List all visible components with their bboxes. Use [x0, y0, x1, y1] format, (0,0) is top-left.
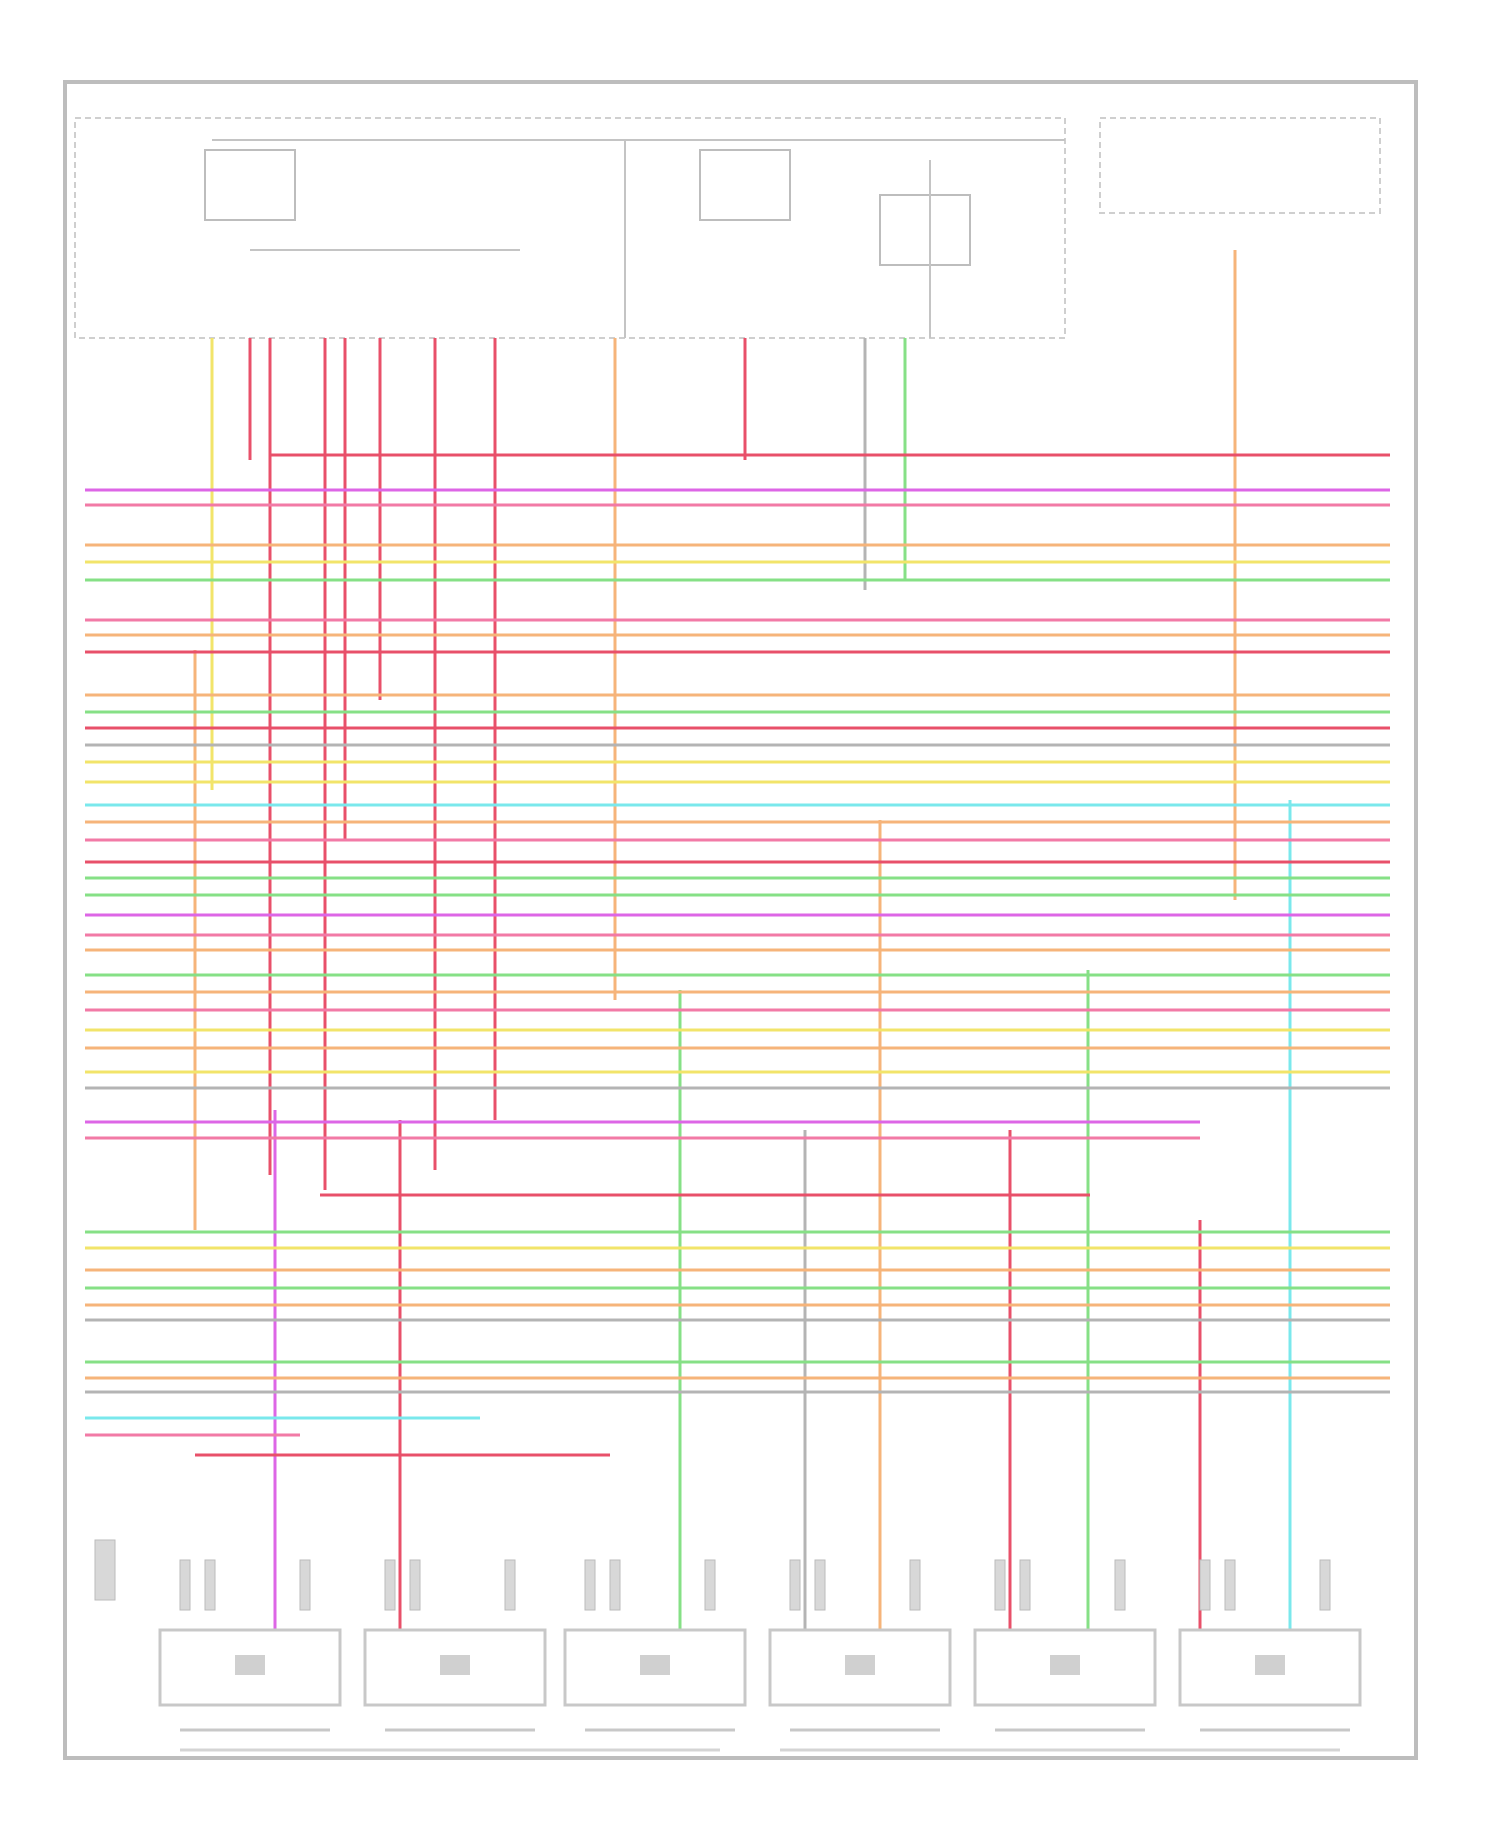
connector: [179, 1559, 191, 1611]
relay-2: [699, 149, 791, 221]
relay-box-outline: [1099, 117, 1381, 214]
connector: [204, 1559, 216, 1611]
connector: [814, 1559, 826, 1611]
connector: [409, 1559, 421, 1611]
module-component: [1255, 1655, 1285, 1675]
connector: [609, 1559, 621, 1611]
connector: [704, 1559, 716, 1611]
sensor-component: [94, 1539, 116, 1601]
relays: [204, 139, 1065, 338]
module-component: [640, 1655, 670, 1675]
modules: [94, 1539, 1362, 1752]
connector: [584, 1559, 596, 1611]
connector: [1224, 1559, 1236, 1611]
connector: [994, 1559, 1006, 1611]
diagram-frame: [63, 80, 1418, 1760]
connector: [1114, 1559, 1126, 1611]
module-component: [235, 1655, 265, 1675]
horizontal-wires: [85, 453, 1390, 1457]
power-bus: [212, 139, 1065, 338]
module-5: [973, 1628, 1157, 1707]
relay-1: [204, 149, 296, 221]
connector: [1199, 1559, 1211, 1611]
module-component: [845, 1655, 875, 1675]
module-component: [440, 1655, 470, 1675]
connector: [789, 1559, 801, 1611]
fuse-box-outline: [74, 117, 1066, 339]
connector: [1019, 1559, 1031, 1611]
connector: [384, 1559, 396, 1611]
connector: [504, 1559, 516, 1611]
vertical-wires: [193, 250, 1292, 1640]
module-component: [1050, 1655, 1080, 1675]
connector: [1319, 1559, 1331, 1611]
connector: [909, 1559, 921, 1611]
relay-3: [879, 194, 971, 266]
module-6: [1178, 1628, 1362, 1707]
connector: [299, 1559, 311, 1611]
